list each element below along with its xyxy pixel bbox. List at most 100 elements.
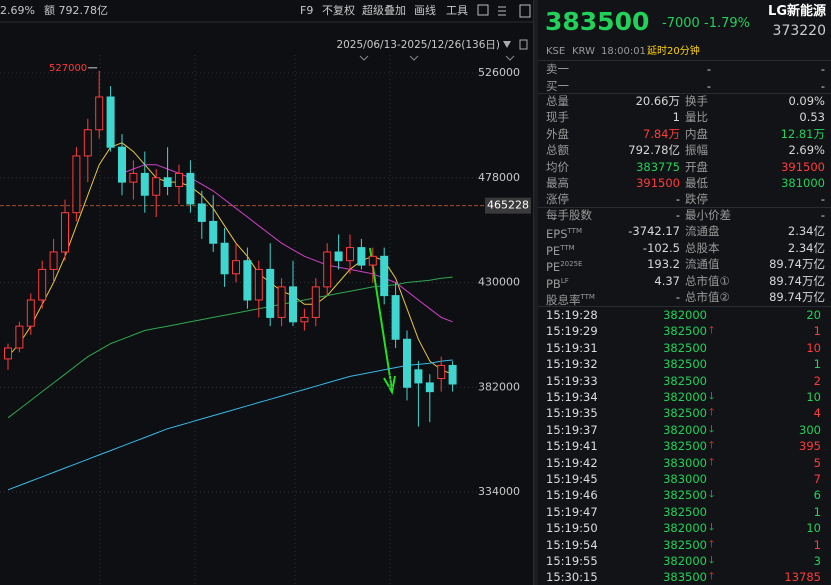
stat-value: 381000 [781,176,825,190]
stat-value: - [675,192,680,207]
stat-value: 2.34亿 [787,240,825,255]
trade-time: 15:19:33 [546,373,598,388]
candle-body [300,316,309,323]
candle-body [357,247,366,266]
trade-volume: 6 [813,488,821,503]
chart: 2.69% 额 792.78亿 2025/06/13-2025/12/26(13… [0,3,533,585]
date-dropdown[interactable] [503,41,511,48]
delay: 延时20分钟 [647,46,700,57]
trade-arrow: 🡓 [709,391,715,402]
trade-arrow: 🡓 [709,555,715,566]
stat-sup: TTM [580,293,595,301]
trade-arrow: 🡓 [709,489,715,501]
candle-body [49,251,58,270]
candle-body [232,260,240,275]
toolbar-icon[interactable] [477,4,489,16]
trade-arrow: 🡑 [709,407,715,419]
toolbar-icon[interactable] [498,6,506,16]
stat-label: 现手 [546,110,569,125]
stat-label: 涨停 [546,192,569,207]
stat-value: 1 [672,110,680,125]
stat-value: 0.53 [799,110,825,125]
toolbar-item[interactable]: 超级叠加 [362,3,406,17]
trade-arrow: 🡑 [709,571,715,583]
moving-average [7,359,453,491]
stat-label: 量比 [685,110,708,125]
candle-body [448,364,457,385]
candle-body [209,220,218,244]
stat-value: - [675,290,680,304]
toolbar-item[interactable]: 工具 [446,4,468,17]
candle-body [186,172,195,205]
trade-time: 15:19:34 [546,390,598,404]
stat-value: -3742.17 [628,224,680,239]
trade-price: 382500 [663,537,707,552]
stat-label: 外盘 [546,126,569,141]
stat-value: 89.74万亿 [769,257,825,272]
trade-price: 382000 [663,521,707,536]
trade-time: 15:19:32 [546,357,598,372]
trade-volume: 2 [813,373,821,388]
book-volume: - [820,78,825,93]
candle-body [95,96,104,131]
market: KSE [546,46,566,57]
stat-value: 2.69% [788,143,825,158]
trade-time: 15:19:31 [546,340,598,355]
candle-body [140,172,149,196]
toolbar-item[interactable]: 不复权 [322,3,355,17]
stat-value: - [820,208,825,222]
stat-label: 总股本 [685,240,720,255]
stat-label: 最高 [546,176,569,190]
candle-body [61,212,69,253]
stat-label: 流通盘 [685,224,720,239]
stat-label: 开盘 [685,159,708,174]
trade-price: 382000 [663,308,707,322]
trade-volume: 7 [813,472,821,486]
candle-body [26,299,35,327]
book-label: 卖一 [546,62,569,76]
toolbar-item[interactable]: F9 [300,4,313,17]
candle-body [425,382,434,393]
stat-value: 89.74万亿 [769,273,825,288]
drawn-arrow [369,247,393,391]
book-volume: - [820,62,825,76]
separator [538,207,831,208]
trade-time: 15:19:28 [546,308,598,322]
markers [359,55,515,61]
trade-volume: 3 [813,554,821,568]
candle-body [129,172,138,183]
trade-volume: 10 [806,340,821,355]
stat-label: 振幅 [685,143,708,158]
candle-body [414,369,423,384]
ref-label-bg [485,197,531,214]
panel-divider[interactable] [533,0,539,585]
stat-label: 内盘 [685,126,708,141]
candle-body [220,242,229,275]
stat-label: 总市值② [685,290,730,304]
y-tick-label: 430000 [478,276,520,289]
ref-label: 465228 [487,199,529,212]
lock-icon[interactable] [519,39,528,50]
y-tick-label: 382000 [478,380,520,393]
stat-label: 最低 [685,176,708,190]
trade-price: 382500 [663,504,707,519]
toolbar-icon[interactable] [519,4,531,18]
stat-label: 均价 [546,159,569,174]
stat-sup: LF [560,276,569,285]
moving-average [7,142,453,375]
date-range: 2025/06/13-2025/12/26(136日) [336,39,500,51]
toolbar-item[interactable]: 画线 [414,3,436,17]
stock-code: 373220 [772,23,826,39]
stock-name: LG新能源 [768,4,826,19]
moving-average [7,276,453,419]
candle-body [197,203,206,222]
stat-label: 总额 [546,143,569,158]
trade-time: 15:19:54 [546,537,598,552]
candle-body [243,260,252,301]
candle-body [368,255,377,266]
trade-volume: 10 [806,390,821,404]
trade-volume: 13785 [784,570,821,585]
stat-value: - [675,208,680,222]
trade-price: 382500 [663,373,707,388]
